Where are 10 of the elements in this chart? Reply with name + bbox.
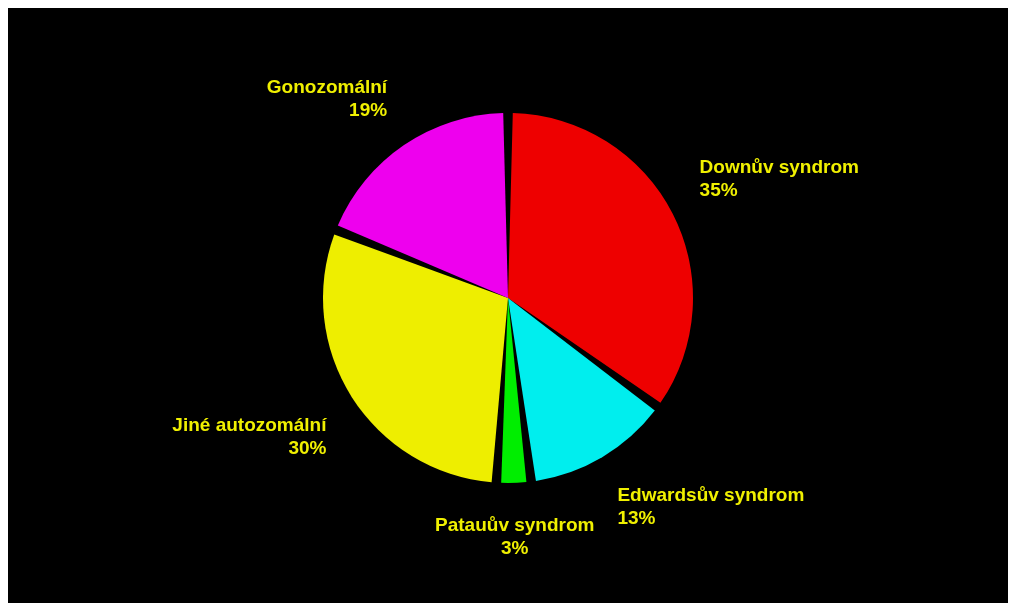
slice-label: Downův syndrom: [699, 156, 859, 178]
data-label: 19%: [349, 99, 388, 121]
data-label: 13%: [617, 507, 656, 529]
slice-label: Patauův syndrom: [435, 513, 595, 535]
slice-label: Edwardsův syndrom: [617, 484, 805, 506]
data-label: 3%: [501, 536, 529, 558]
data-label: 35%: [699, 179, 738, 201]
slice-label: Jiné autozomální: [172, 414, 328, 436]
slice-label: Gonozomální: [266, 76, 388, 98]
data-label: 30%: [288, 437, 327, 459]
